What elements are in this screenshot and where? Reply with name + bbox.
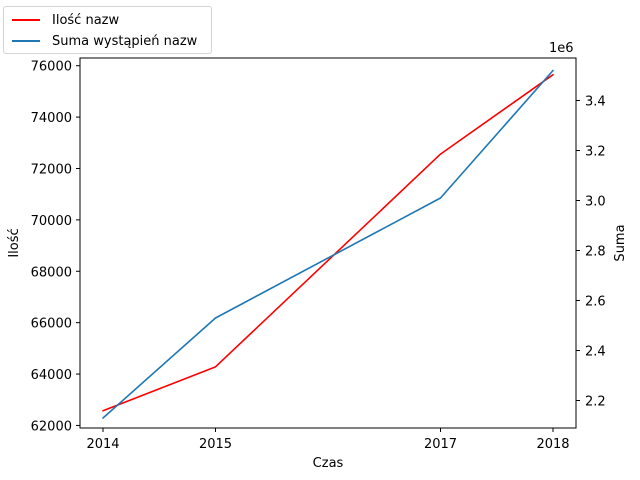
series-line-1: [102, 73, 554, 412]
legend-label: Ilość nazw: [52, 12, 120, 28]
y-right-tick-label: 2.4: [585, 345, 606, 360]
series-lines: [102, 69, 554, 419]
plot-frame: [79, 57, 577, 429]
y-left-tick-label: 66000: [31, 317, 72, 332]
y-right-tick-label: 2.2: [585, 395, 606, 410]
legend: Ilość nazw Suma wystąpień nazw: [3, 6, 212, 54]
y-left-tick-label: 62000: [31, 419, 72, 434]
y-axis-right-offset-text: 1e6: [549, 41, 574, 56]
x-tick-label: 2017: [424, 437, 457, 452]
legend-item: Ilość nazw: [12, 10, 119, 30]
y-right-tick-label: 2.8: [585, 245, 606, 260]
y-left-tick-label: 68000: [31, 265, 72, 280]
x-axis-label: Czas: [313, 456, 344, 471]
left-axis-ticks: 62000 64000 66000 68000 70000 72000 74000 76000: [31, 60, 80, 434]
y-left-tick-label: 70000: [31, 214, 72, 229]
x-tick-label: 2018: [536, 437, 569, 452]
x-axis-ticks: 2014 2015 2017 2018: [86, 428, 570, 452]
x-tick-label: 2014: [86, 437, 119, 452]
y-right-tick-label: 3.0: [585, 195, 606, 210]
y-left-tick-label: 74000: [31, 111, 72, 126]
y-right-tick-label: 3.2: [585, 145, 606, 160]
legend-label: Suma wystąpień nazw: [52, 33, 198, 49]
right-axis-ticks: 2.2 2.4 2.6 2.8 3.0 3.2 3.4: [576, 95, 606, 410]
y-axis-right-label: Suma: [613, 224, 628, 261]
y-left-tick-label: 72000: [31, 162, 72, 177]
y-right-tick-label: 3.4: [585, 95, 606, 110]
legend-item: Suma wystąpień nazw: [12, 31, 197, 51]
y-right-tick-label: 2.6: [585, 295, 606, 310]
x-tick-label: 2015: [199, 437, 232, 452]
y-left-tick-label: 76000: [31, 60, 72, 75]
legend-swatch-red: [12, 19, 40, 21]
y-axis-left-label: Ilość: [7, 228, 22, 257]
legend-swatch-blue: [12, 40, 40, 42]
series-line-2: [102, 69, 554, 419]
y-left-tick-label: 64000: [31, 368, 72, 383]
